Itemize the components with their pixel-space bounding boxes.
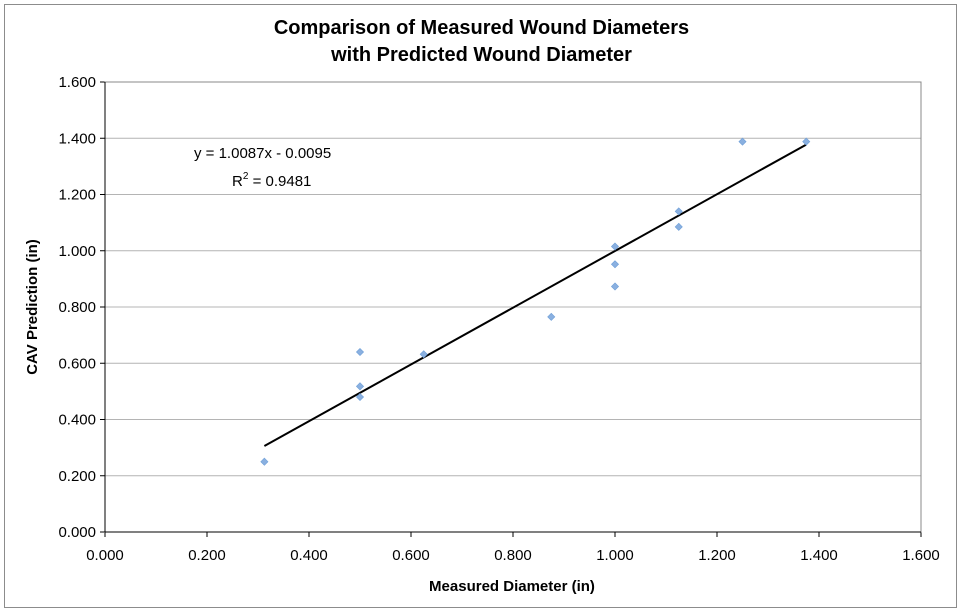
gridlines — [105, 81, 921, 477]
y-tick-label: 1.000 — [58, 243, 96, 260]
y-tick-label: 0.200 — [58, 468, 96, 485]
data-point — [674, 222, 683, 231]
x-tick-label: 0.200 — [188, 547, 226, 564]
data-point — [610, 260, 620, 269]
data-points — [260, 137, 811, 466]
data-point — [355, 392, 365, 402]
data-point — [355, 347, 365, 357]
x-axis-title: Measured Diameter (in) — [429, 578, 595, 595]
data-point — [674, 207, 683, 216]
r-squared-prefix: R — [232, 173, 243, 190]
x-tick-label: 1.000 — [596, 547, 634, 564]
y-tick-label: 1.200 — [58, 187, 96, 204]
x-tick-label: 0.800 — [494, 547, 532, 564]
y-tick-label: 1.400 — [58, 130, 96, 147]
x-tick-label: 1.200 — [698, 547, 736, 564]
x-tick-labels: 0.000 0.200 0.400 0.600 0.800 1.000 1.200 1.400… — [86, 547, 940, 564]
x-tick-label: 1.600 — [902, 547, 940, 564]
x-tick-label: 0.000 — [86, 547, 124, 564]
trendline — [263, 143, 807, 447]
y-tick-label: 1.600 — [58, 74, 96, 91]
r-squared-label: R2 = 0.9481 — [232, 171, 311, 190]
data-point — [355, 382, 365, 391]
y-tick-label: 0.000 — [58, 524, 96, 541]
chart-title-line-2: with Predicted Wound Diameter — [331, 44, 632, 66]
trendline-group — [263, 143, 807, 447]
axes — [100, 81, 922, 537]
data-point — [610, 242, 620, 251]
y-tick-label: 0.400 — [58, 412, 96, 429]
data-point — [547, 312, 556, 321]
data-point — [419, 350, 428, 359]
x-tick-label: 1.400 — [800, 547, 838, 564]
y-tick-labels: 0.000 0.200 0.400 0.600 0.800 1.000 1.200 1.400… — [58, 74, 96, 541]
chart-title-line-1: Comparison of Measured Wound Diameters — [273, 17, 690, 39]
y-tick-label: 0.600 — [58, 355, 96, 372]
data-point — [802, 137, 811, 146]
chart-frame — [4, 4, 957, 608]
y-axis-title: CAV Prediction (in) — [24, 239, 41, 375]
r-squared-superscript: 2 — [243, 171, 249, 182]
x-tick-label: 0.400 — [290, 547, 328, 564]
data-point — [260, 457, 269, 466]
r-squared-value: = 0.9481 — [248, 173, 311, 190]
data-point — [610, 282, 620, 291]
y-tick-label: 0.800 — [58, 299, 96, 316]
x-tick-label: 0.600 — [392, 547, 430, 564]
trendline-equation: y = 1.0087x - 0.0095 — [194, 145, 331, 162]
data-point — [738, 137, 747, 146]
